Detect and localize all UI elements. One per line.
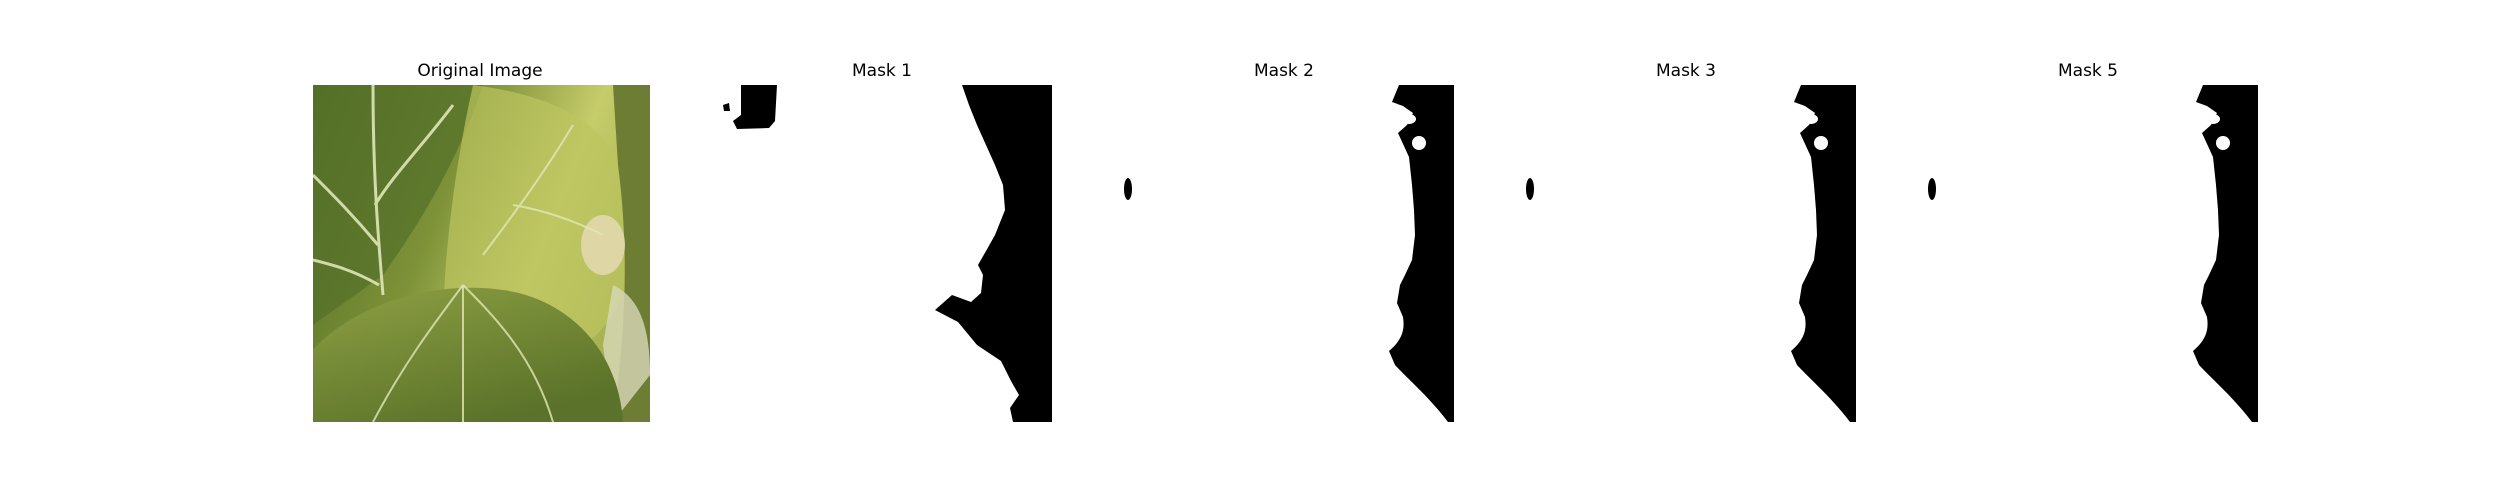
leaf-photo — [313, 85, 650, 422]
mask-3-image — [1519, 85, 1856, 422]
original-image — [313, 85, 650, 422]
mask-2-image — [1117, 85, 1454, 422]
mask-5-image — [1921, 85, 2258, 422]
panel-title-mask-2: Mask 2 — [1253, 61, 1314, 81]
mask-1-image — [715, 85, 1052, 422]
mask-1-shape — [715, 85, 1052, 422]
mask-2-shape — [1117, 85, 1454, 422]
mask-5-shape — [1921, 85, 2258, 422]
panel-title-original: Original Image — [417, 61, 543, 81]
panel-title-mask-1: Mask 1 — [851, 61, 912, 81]
panel-title-mask-3: Mask 3 — [1655, 61, 1716, 81]
panel-title-mask-5: Mask 5 — [2057, 61, 2118, 81]
mask-3-shape — [1519, 85, 1856, 422]
